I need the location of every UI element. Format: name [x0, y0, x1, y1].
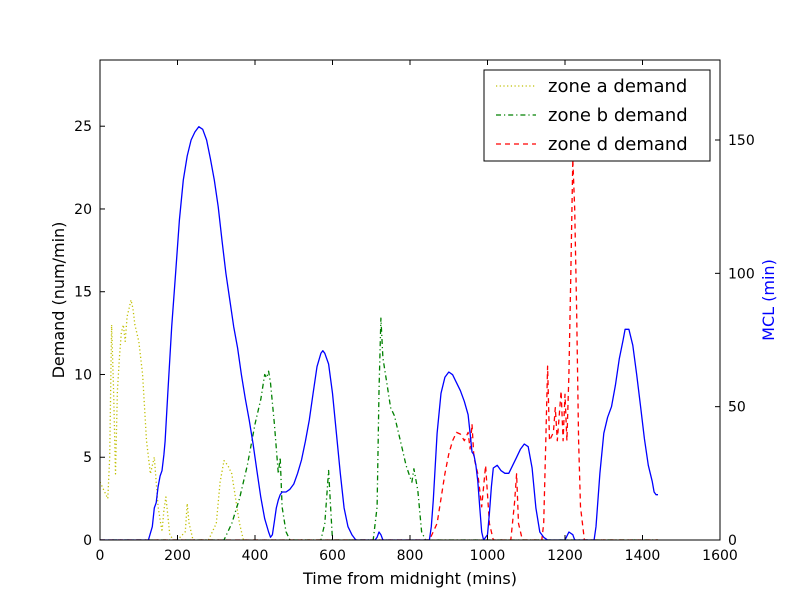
y-right-tick-label: 100: [728, 266, 755, 282]
series-line-zone-b-demand: [100, 317, 658, 540]
y-left-tick-label: 20: [74, 202, 92, 218]
legend: zone a demand zone b demand zone d demand: [483, 69, 711, 162]
y-left-tick-label: 25: [74, 119, 92, 135]
y-left-tick-label: 5: [83, 450, 92, 466]
x-tick-label: 200: [164, 548, 191, 564]
y-right-tick-label: 0: [728, 533, 737, 549]
x-tick-label: 1600: [702, 548, 738, 564]
x-tick-label: 1400: [625, 548, 661, 564]
x-tick-label: 0: [96, 548, 105, 564]
y-left-tick-label: 10: [74, 367, 92, 383]
x-tick-label: 600: [319, 548, 346, 564]
y-right-tick-label: 150: [728, 133, 755, 149]
x-tick-label: 400: [242, 548, 269, 564]
series-layer: [100, 126, 658, 540]
legend-entry: zone b demand: [548, 105, 688, 126]
x-axis-label: Time from midnight (mins): [302, 569, 517, 588]
series-line-zone-d-demand: [100, 158, 658, 540]
y-left-tick-label: 15: [74, 285, 92, 301]
x-tick-label: 1000: [470, 548, 506, 564]
legend-entry: zone d demand: [548, 134, 688, 155]
series-line-zone-a-demand: [100, 299, 658, 540]
x-tick-label: 800: [397, 548, 424, 564]
y-left-tick-label: 0: [83, 533, 92, 549]
x-tick-label: 1200: [547, 548, 583, 564]
y-right-tick-label: 50: [728, 400, 746, 416]
y-axis-left-label: Demand (num/min): [49, 222, 68, 379]
series-line-MCL: [100, 126, 658, 540]
y-axis-right-label: MCL (min): [759, 259, 778, 341]
legend-entry: zone a demand: [548, 76, 687, 97]
ticks-layer: 0 200 400 600 800 1000 1200 1400 160005101520250…: [74, 60, 755, 564]
